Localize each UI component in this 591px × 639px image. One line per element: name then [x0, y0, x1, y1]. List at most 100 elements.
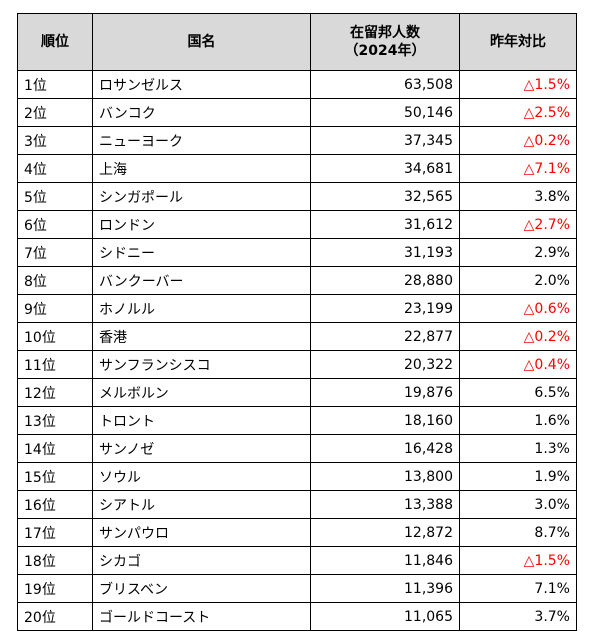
- header-rank: 順位: [17, 13, 93, 71]
- yoy-change-cell: △1.5%: [459, 70, 577, 99]
- rank-cell: 11位: [17, 350, 93, 379]
- rank-cell: 15位: [17, 462, 93, 491]
- resident-count-cell: 11,065: [310, 602, 460, 631]
- yoy-change-cell: △0.2%: [459, 126, 577, 155]
- city-name-cell: ソウル: [92, 462, 311, 491]
- city-name-cell: ロンドン: [92, 210, 311, 239]
- header-country: 国名: [92, 13, 311, 71]
- resident-count-cell: 19,876: [310, 378, 460, 407]
- city-name-cell: ロサンゼルス: [92, 70, 311, 99]
- table-row: 4位 上海 34,681 △7.1%: [17, 154, 577, 183]
- resident-count-cell: 11,396: [310, 574, 460, 603]
- rank-cell: 5位: [17, 182, 93, 211]
- table-row: 20位 ゴールドコースト 11,065 3.7%: [17, 602, 577, 631]
- yoy-change-cell: 6.5%: [459, 378, 577, 407]
- city-name-cell: シカゴ: [92, 546, 311, 575]
- city-name-cell: 香港: [92, 322, 311, 351]
- table-row: 3位 ニューヨーク 37,345 △0.2%: [17, 126, 577, 155]
- rank-cell: 17位: [17, 518, 93, 547]
- city-name-cell: バンクーバー: [92, 266, 311, 295]
- rank-cell: 10位: [17, 322, 93, 351]
- table-row: 2位 バンコク 50,146 △2.5%: [17, 98, 577, 127]
- yoy-change-cell: 7.1%: [459, 574, 577, 603]
- city-name-cell: ニューヨーク: [92, 126, 311, 155]
- table-row: 16位 シアトル 13,388 3.0%: [17, 490, 577, 519]
- table-row: 15位 ソウル 13,800 1.9%: [17, 462, 577, 491]
- table-row: 10位 香港 22,877 △0.2%: [17, 322, 577, 351]
- resident-count-cell: 12,872: [310, 518, 460, 547]
- table-row: 12位 メルボルン 19,876 6.5%: [17, 378, 577, 407]
- resident-count-cell: 31,612: [310, 210, 460, 239]
- table-row: 13位 トロント 18,160 1.6%: [17, 406, 577, 435]
- rank-cell: 18位: [17, 546, 93, 575]
- rank-cell: 6位: [17, 210, 93, 239]
- resident-count-cell: 32,565: [310, 182, 460, 211]
- city-name-cell: 上海: [92, 154, 311, 183]
- rank-cell: 16位: [17, 490, 93, 519]
- resident-count-cell: 13,800: [310, 462, 460, 491]
- header-residents: 在留邦人数 （2024年）: [310, 13, 460, 71]
- rank-cell: 8位: [17, 266, 93, 295]
- yoy-change-cell: △0.2%: [459, 322, 577, 351]
- yoy-change-cell: 2.0%: [459, 266, 577, 295]
- table-body: 1位 ロサンゼルス 63,508 △1.5% 2位 バンコク 50,146 △2.5% 3位 ニュ…: [17, 70, 577, 631]
- yoy-change-cell: △2.7%: [459, 210, 577, 239]
- city-name-cell: ホノルル: [92, 294, 311, 323]
- city-name-cell: シンガポール: [92, 182, 311, 211]
- city-name-cell: シアトル: [92, 490, 311, 519]
- yoy-change-cell: 8.7%: [459, 518, 577, 547]
- rank-cell: 13位: [17, 406, 93, 435]
- city-name-cell: サンフランシスコ: [92, 350, 311, 379]
- rank-cell: 20位: [17, 602, 93, 631]
- table-row: 8位 バンクーバー 28,880 2.0%: [17, 266, 577, 295]
- table-header: 順位 国名 在留邦人数 （2024年） 昨年対比: [17, 13, 577, 71]
- rank-cell: 14位: [17, 434, 93, 463]
- resident-count-cell: 11,846: [310, 546, 460, 575]
- rank-cell: 1位: [17, 70, 93, 99]
- rank-cell: 12位: [17, 378, 93, 407]
- city-name-cell: サンノゼ: [92, 434, 311, 463]
- yoy-change-cell: 3.0%: [459, 490, 577, 519]
- resident-count-cell: 18,160: [310, 406, 460, 435]
- table-row: 6位 ロンドン 31,612 △2.7%: [17, 210, 577, 239]
- yoy-change-cell: 3.7%: [459, 602, 577, 631]
- resident-count-cell: 16,428: [310, 434, 460, 463]
- resident-count-cell: 20,322: [310, 350, 460, 379]
- city-name-cell: メルボルン: [92, 378, 311, 407]
- yoy-change-cell: 2.9%: [459, 238, 577, 267]
- yoy-change-cell: 1.6%: [459, 406, 577, 435]
- city-name-cell: シドニー: [92, 238, 311, 267]
- table-row: 19位 ブリスベン 11,396 7.1%: [17, 574, 577, 603]
- table-row: 11位 サンフランシスコ 20,322 △0.4%: [17, 350, 577, 379]
- resident-count-cell: 23,199: [310, 294, 460, 323]
- city-name-cell: ブリスベン: [92, 574, 311, 603]
- city-name-cell: サンパウロ: [92, 518, 311, 547]
- rank-cell: 2位: [17, 98, 93, 127]
- resident-count-cell: 37,345: [310, 126, 460, 155]
- yoy-change-cell: 1.3%: [459, 434, 577, 463]
- table-row: 5位 シンガポール 32,565 3.8%: [17, 182, 577, 211]
- yoy-change-cell: △7.1%: [459, 154, 577, 183]
- yoy-change-cell: 3.8%: [459, 182, 577, 211]
- resident-count-cell: 13,388: [310, 490, 460, 519]
- rank-cell: 19位: [17, 574, 93, 603]
- city-name-cell: バンコク: [92, 98, 311, 127]
- table-row: 18位 シカゴ 11,846 △1.5%: [17, 546, 577, 575]
- city-name-cell: トロント: [92, 406, 311, 435]
- header-residents-line2: （2024年）: [344, 43, 426, 59]
- resident-count-cell: 63,508: [310, 70, 460, 99]
- resident-count-cell: 50,146: [310, 98, 460, 127]
- resident-count-cell: 28,880: [310, 266, 460, 295]
- table-row: 7位 シドニー 31,193 2.9%: [17, 238, 577, 267]
- table-row: 9位 ホノルル 23,199 △0.6%: [17, 294, 577, 323]
- table-row: 17位 サンパウロ 12,872 8.7%: [17, 518, 577, 547]
- resident-ranking-table: 順位 国名 在留邦人数 （2024年） 昨年対比 1位 ロサンゼルス 63,508 △…: [17, 13, 577, 631]
- yoy-change-cell: △2.5%: [459, 98, 577, 127]
- rank-cell: 9位: [17, 294, 93, 323]
- city-name-cell: ゴールドコースト: [92, 602, 311, 631]
- resident-count-cell: 22,877: [310, 322, 460, 351]
- header-residents-line1: 在留邦人数: [350, 25, 420, 41]
- resident-count-cell: 31,193: [310, 238, 460, 267]
- yoy-change-cell: △1.5%: [459, 546, 577, 575]
- rank-cell: 4位: [17, 154, 93, 183]
